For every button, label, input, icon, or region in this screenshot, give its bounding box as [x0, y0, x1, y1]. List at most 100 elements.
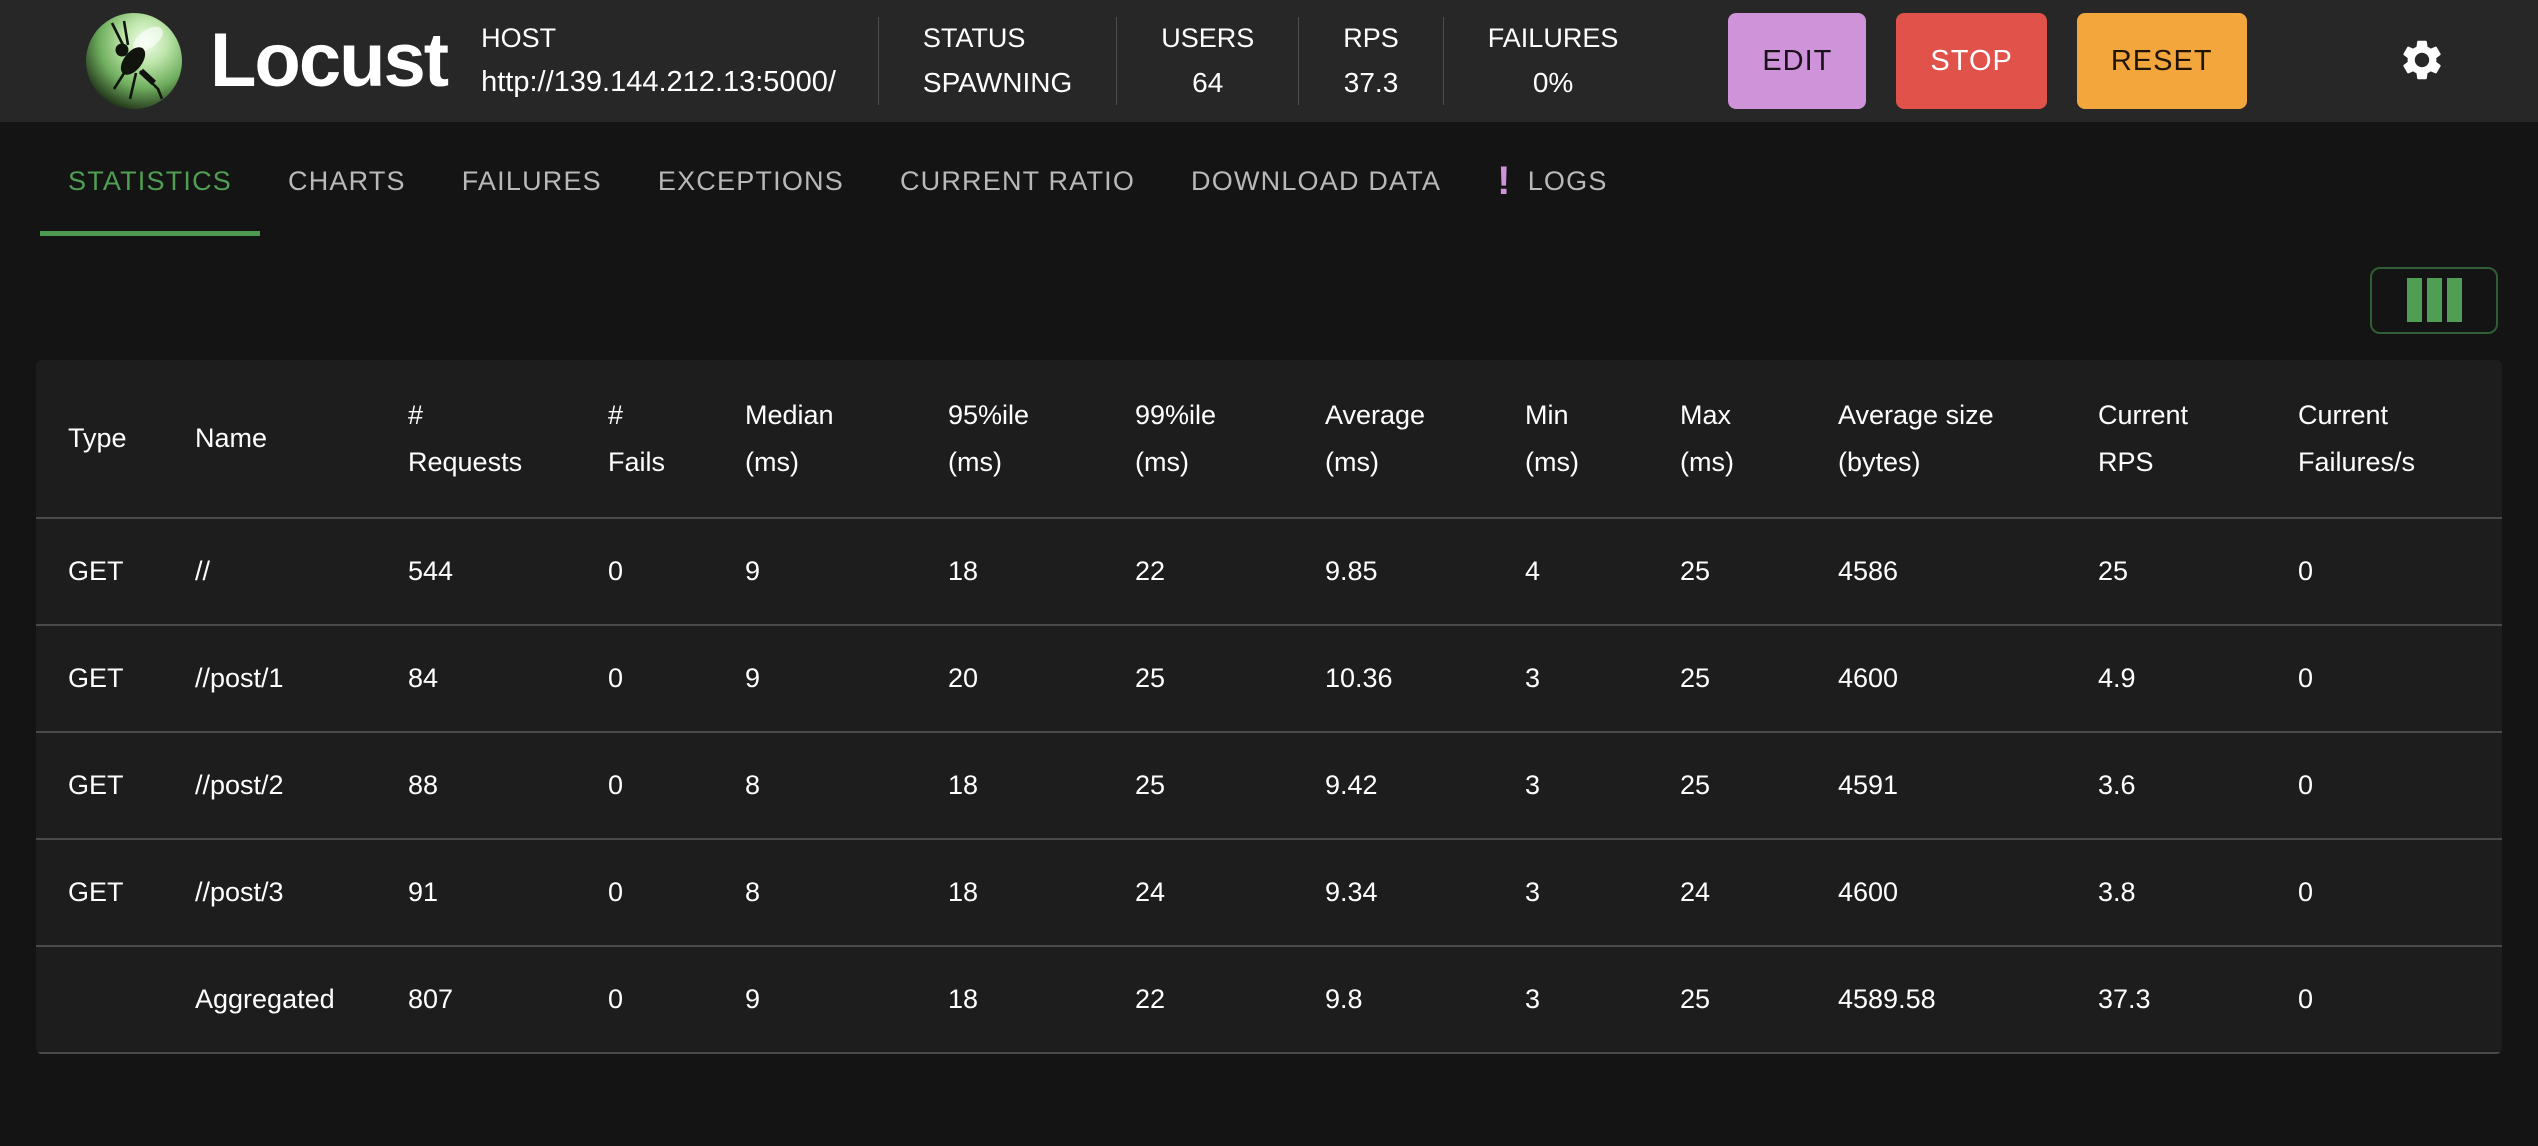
col-header-type[interactable]: Type [68, 423, 127, 453]
table-row: GET // 544 0 9 18 22 9.85 4 25 4586 25 0 [36, 518, 2502, 625]
settings-button[interactable] [2386, 25, 2458, 97]
cell-max: 25 [1680, 663, 1711, 693]
col-header-requests[interactable]: # Requests [408, 399, 523, 477]
table-header-row: Type Name # Requests # Fails Median (ms) 95… [36, 360, 2502, 518]
cell-95ile: 18 [948, 556, 979, 586]
cell-average: 10.36 [1325, 663, 1393, 693]
cell-name: //post/2 [195, 770, 284, 800]
col-header-min[interactable]: Min (ms) [1525, 399, 1579, 477]
tab-exceptions[interactable]: EXCEPTIONS [630, 122, 872, 240]
col-header-median[interactable]: Median (ms) [745, 399, 834, 477]
status-value: SPAWNING [922, 67, 1073, 98]
cell-avg-size: 4600 [1838, 663, 1899, 693]
cell-avg-size: 4586 [1838, 556, 1899, 586]
col-header-max[interactable]: Max (ms) [1680, 399, 1734, 477]
cell-requests: 84 [408, 663, 439, 693]
cell-name: //post/3 [195, 877, 284, 907]
col-header-fails[interactable]: # Fails [608, 399, 666, 477]
cell-median: 8 [745, 770, 761, 800]
cell-median: 9 [745, 984, 761, 1014]
logs-alert-badge: ! [1497, 159, 1512, 203]
cell-current-failures: 0 [2298, 663, 2314, 693]
col-header-name[interactable]: Name [195, 423, 268, 453]
cell-median: 9 [745, 556, 761, 586]
cell-current-rps: 4.9 [2098, 663, 2136, 693]
cell-min: 3 [1525, 663, 1541, 693]
tab-bar: STATISTICS CHARTS FAILURES EXCEPTIONS CU… [0, 122, 2538, 240]
cell-current-rps: 25 [2098, 556, 2129, 586]
cell-fails: 0 [608, 556, 624, 586]
host-block: HOST http://139.144.212.13:5000/ [481, 23, 836, 99]
cell-min: 3 [1525, 770, 1541, 800]
cell-99ile: 25 [1135, 663, 1166, 693]
tab-charts[interactable]: CHARTS [260, 122, 434, 240]
col-header-current-rps[interactable]: Current RPS [2098, 399, 2189, 477]
cell-name: // [195, 556, 211, 586]
cell-median: 8 [745, 877, 761, 907]
cell-95ile: 20 [948, 663, 979, 693]
host-label: HOST [481, 23, 557, 53]
cell-95ile: 18 [948, 770, 979, 800]
tab-statistics-label: STATISTICS [68, 165, 233, 196]
tab-current-ratio-label: CURRENT RATIO [899, 165, 1136, 196]
cell-avg-size: 4591 [1838, 770, 1899, 800]
app-title: Locust [210, 18, 449, 103]
users-value: 64 [1192, 67, 1224, 98]
tab-statistics[interactable]: STATISTICS [40, 122, 261, 240]
col-header-avg-size[interactable]: Average size (bytes) [1838, 399, 1994, 477]
tab-charts-label: CHARTS [288, 165, 406, 196]
table-row: GET //post/1 84 0 9 20 25 10.36 3 25 460… [36, 625, 2502, 732]
cell-fails: 0 [608, 663, 624, 693]
reset-button[interactable]: RESET [2076, 13, 2247, 109]
table-row: GET //post/3 91 0 8 18 24 9.34 3 24 4600… [36, 839, 2502, 946]
status-label: STATUS [922, 23, 1026, 53]
cell-max: 25 [1680, 984, 1711, 1014]
column-selector-button[interactable] [2370, 266, 2498, 334]
tab-exceptions-label: EXCEPTIONS [657, 165, 844, 196]
cell-95ile: 18 [948, 984, 979, 1014]
cell-type: GET [68, 663, 124, 693]
col-header-average[interactable]: Average (ms) [1325, 399, 1426, 477]
col-header-99ile[interactable]: 99%ile (ms) [1135, 399, 1217, 477]
cell-average: 9.85 [1325, 556, 1378, 586]
tab-logs[interactable]: ! LOGS [1469, 122, 1635, 240]
table-row: GET //post/2 88 0 8 18 25 9.42 3 25 4591… [36, 732, 2502, 839]
cell-current-rps: 37.3 [2098, 984, 2151, 1014]
cell-average: 9.34 [1325, 877, 1378, 907]
cell-name: Aggregated [195, 984, 335, 1014]
cell-average: 9.8 [1325, 984, 1363, 1014]
col-header-current-failures[interactable]: Current Failures/s [2298, 399, 2416, 477]
cell-current-failures: 0 [2298, 556, 2314, 586]
users-group: USERS 64 [1116, 17, 1298, 105]
tab-logs-label: LOGS [1527, 165, 1608, 196]
locust-logo-icon [84, 11, 184, 111]
cell-max: 25 [1680, 556, 1711, 586]
tab-current-ratio[interactable]: CURRENT RATIO [872, 122, 1163, 240]
cell-type [36, 946, 195, 1053]
active-tab-indicator [40, 231, 261, 236]
tab-download-data[interactable]: DOWNLOAD DATA [1163, 122, 1469, 240]
cell-min: 3 [1525, 877, 1541, 907]
cell-requests: 88 [408, 770, 439, 800]
tab-download-data-label: DOWNLOAD DATA [1191, 165, 1442, 196]
cell-current-failures: 0 [2298, 770, 2314, 800]
cell-fails: 0 [608, 770, 624, 800]
statistics-table: Type Name # Requests # Fails Median (ms) 95… [36, 360, 2502, 1054]
rps-group: RPS 37.3 [1298, 17, 1443, 105]
rps-value: 37.3 [1343, 67, 1399, 98]
header-actions: EDIT STOP RESET [1728, 13, 2247, 109]
stop-button[interactable]: STOP [1896, 13, 2047, 109]
cell-min: 4 [1525, 556, 1541, 586]
cell-max: 25 [1680, 770, 1711, 800]
tab-failures[interactable]: FAILURES [434, 122, 630, 240]
cell-name: //post/1 [195, 663, 284, 693]
cell-fails: 0 [608, 984, 624, 1014]
status-group: STATUS SPAWNING [877, 17, 1116, 105]
cell-average: 9.42 [1325, 770, 1378, 800]
col-header-95ile[interactable]: 95%ile (ms) [948, 399, 1030, 477]
edit-button[interactable]: EDIT [1728, 13, 1867, 109]
cell-type: GET [68, 770, 124, 800]
cell-type: GET [68, 556, 124, 586]
cell-max: 24 [1680, 877, 1711, 907]
table-row-aggregated: Aggregated 807 0 9 18 22 9.8 3 25 4589.5… [36, 946, 2502, 1053]
